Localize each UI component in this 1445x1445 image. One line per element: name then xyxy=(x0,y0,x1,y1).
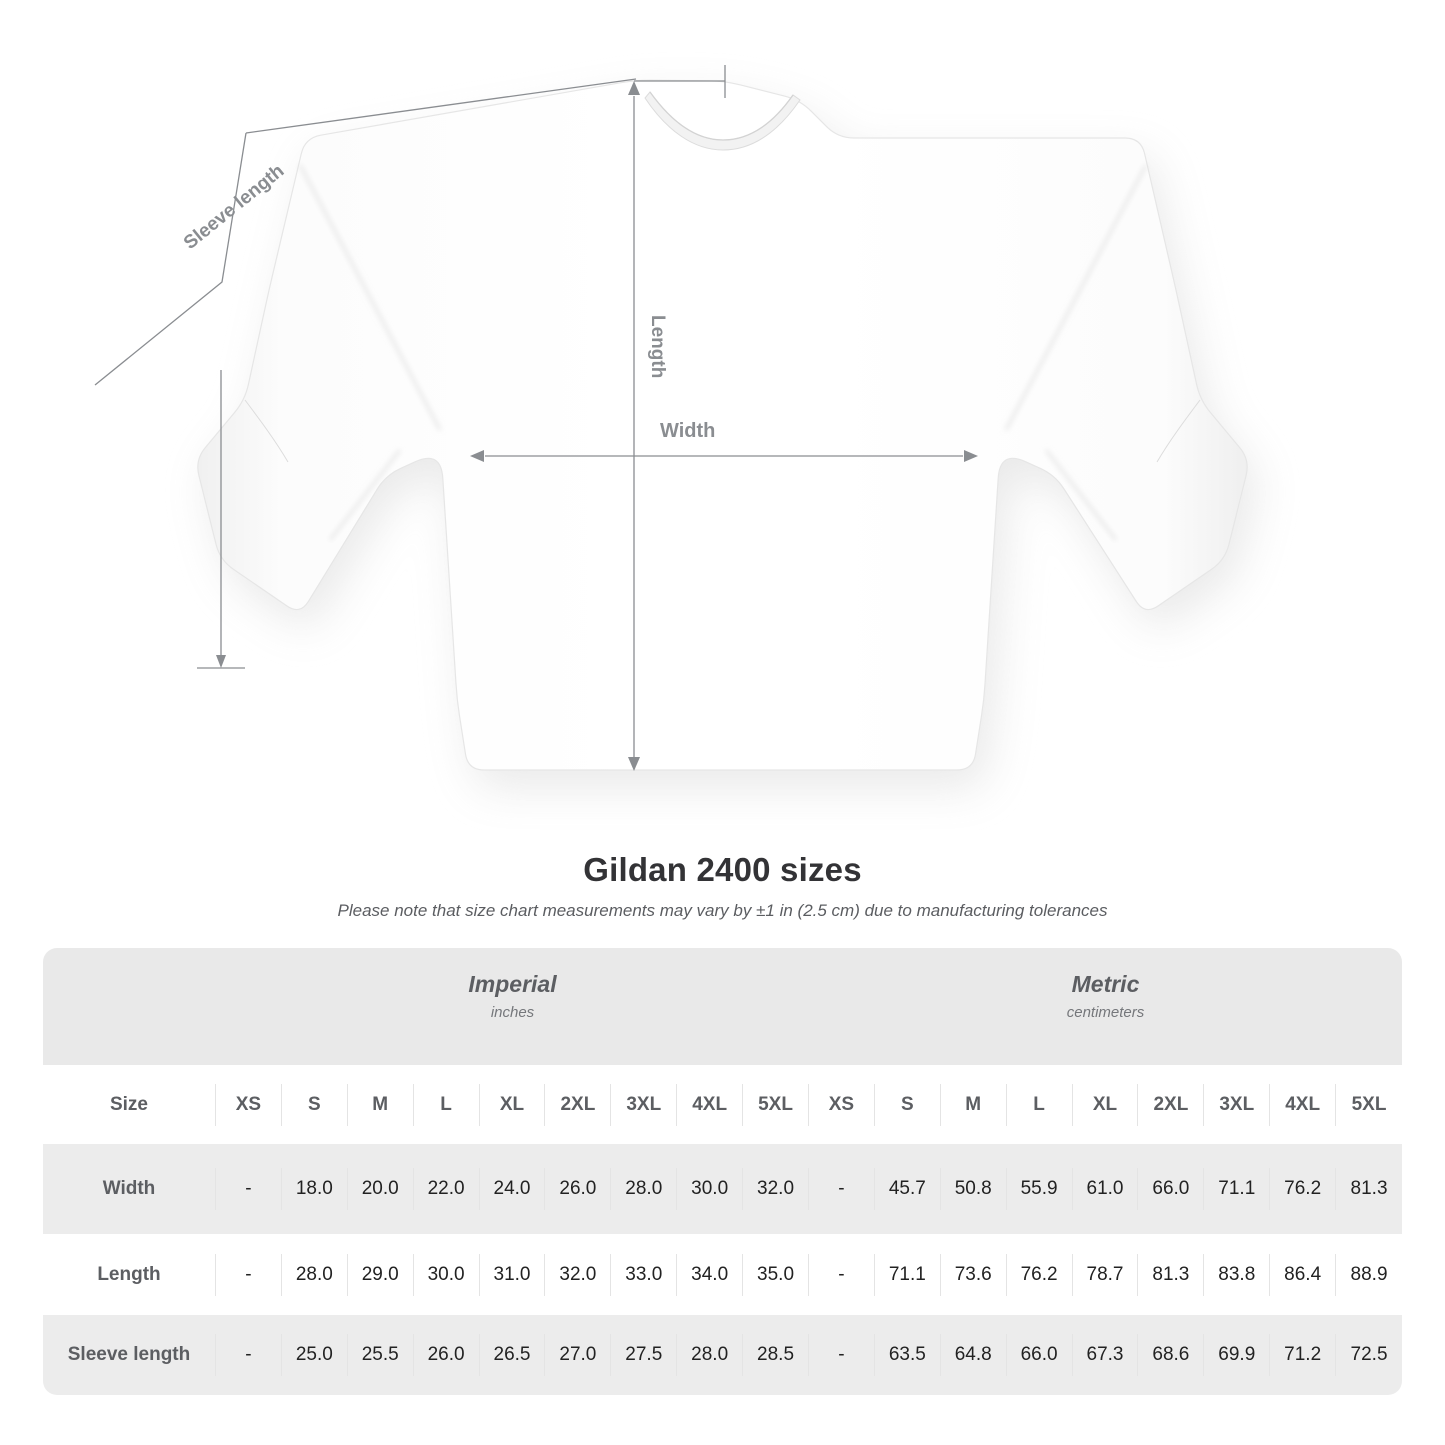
svg-text:Width: Width xyxy=(660,420,715,442)
svg-text:Length: Length xyxy=(647,315,668,378)
svg-text:Sleeve length: Sleeve length xyxy=(180,160,288,253)
